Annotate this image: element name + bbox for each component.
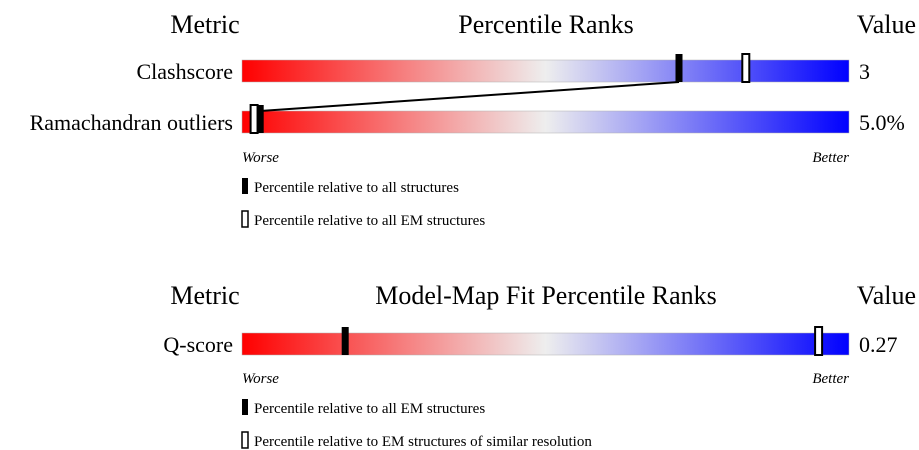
metric-header: Metric bbox=[170, 10, 239, 39]
chart-title: Model-Map Fit Percentile Ranks bbox=[375, 281, 717, 310]
legend-marker-hollow bbox=[241, 431, 249, 449]
legend-marker-filled bbox=[242, 178, 248, 194]
value-header: Value bbox=[857, 281, 916, 310]
worse-label: Worse bbox=[242, 371, 279, 387]
value-qscore: 0.27 bbox=[859, 332, 898, 357]
legend-marker-filled bbox=[242, 399, 248, 415]
worse-label: Worse bbox=[242, 150, 279, 166]
metric-header: Metric bbox=[170, 281, 239, 310]
percentile-bar-qscore bbox=[241, 332, 850, 356]
legend-label-all-em-structures: Percentile relative to all EM structures bbox=[254, 401, 485, 417]
panel-geometry-percentiles: Metric Percentile Ranks Value Clashscore… bbox=[30, 10, 916, 229]
metric-label-ramachandran: Ramachandran outliers bbox=[30, 110, 233, 135]
legend-label-all-structures: Percentile relative to all structures bbox=[254, 180, 459, 196]
marker-all-qscore bbox=[341, 327, 349, 355]
marker-all-ramachandran bbox=[256, 105, 264, 133]
legend-label-similar-resolution: Percentile relative to EM structures of … bbox=[254, 434, 592, 450]
metric-label-qscore: Q-score bbox=[163, 332, 233, 357]
value-ramachandran: 5.0% bbox=[859, 110, 905, 135]
better-label: Better bbox=[812, 371, 849, 387]
value-clashscore: 3 bbox=[859, 59, 870, 84]
metric-label-clashscore: Clashscore bbox=[136, 59, 233, 84]
marker-em-clashscore bbox=[741, 53, 751, 83]
percentile-bar-clashscore bbox=[241, 59, 850, 83]
legend-marker-hollow bbox=[241, 210, 249, 228]
legend-label-em-structures: Percentile relative to all EM structures bbox=[254, 213, 485, 229]
better-label: Better bbox=[812, 150, 849, 166]
marker-em-ramachandran bbox=[249, 104, 259, 134]
value-header: Value bbox=[857, 10, 916, 39]
marker-all-clashscore bbox=[675, 54, 683, 82]
marker-em-qscore bbox=[814, 326, 824, 356]
chart-title: Percentile Ranks bbox=[458, 10, 633, 39]
panel-model-map-fit: Metric Model-Map Fit Percentile Ranks Va… bbox=[163, 281, 916, 450]
percentile-bar-ramachandran bbox=[241, 110, 850, 134]
percentile-connector-line bbox=[260, 81, 680, 112]
